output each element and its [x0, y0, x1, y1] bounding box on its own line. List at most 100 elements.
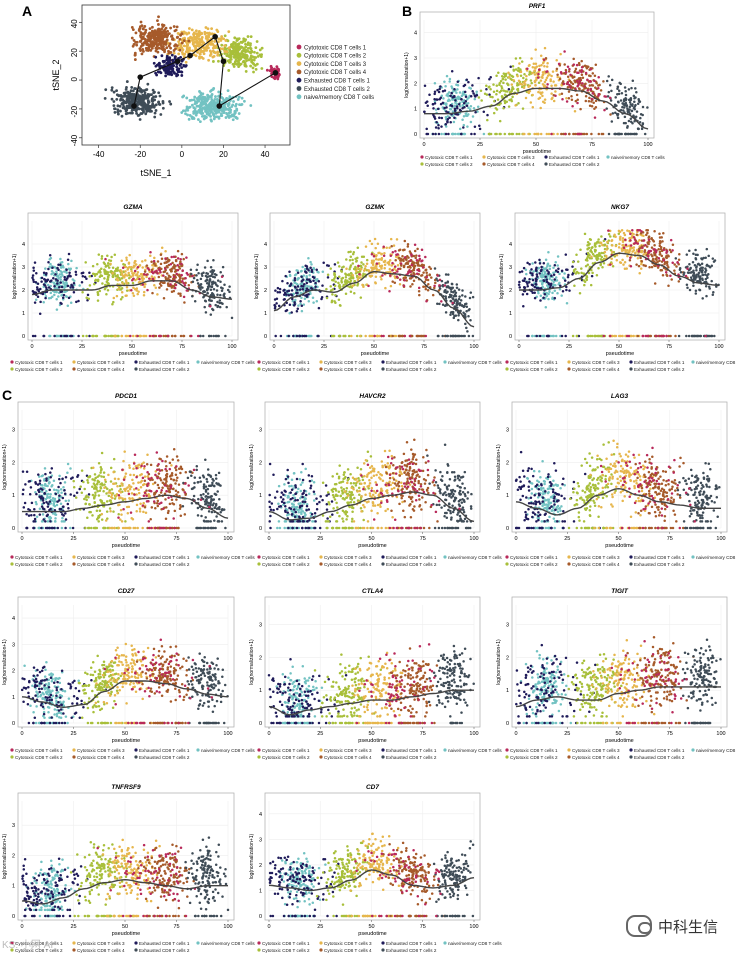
tsne-point [156, 63, 160, 66]
cell-point [575, 93, 579, 97]
tsne-point [112, 100, 116, 103]
cell-point [344, 275, 348, 279]
cell-point [556, 75, 559, 79]
cell-point [537, 72, 540, 76]
legend-swatch [606, 155, 610, 159]
cell-point [546, 83, 549, 86]
cell-point [394, 259, 397, 262]
legend-swatch [544, 155, 548, 159]
cell-point [67, 296, 71, 300]
cell-point [461, 289, 464, 292]
tsne-xlabel: tSNE_1 [140, 168, 171, 178]
cell-point [212, 334, 215, 338]
cell-point [364, 265, 367, 268]
cell-point [344, 273, 348, 277]
cell-point [314, 285, 317, 288]
tsne-point [167, 44, 171, 48]
trajectory-node [212, 33, 218, 40]
cell-point [315, 300, 319, 303]
cell-point [616, 116, 620, 120]
cell-point [403, 256, 407, 259]
legend-label: Exhausted CD8 T cells 1 [386, 360, 437, 365]
cell-point [425, 127, 428, 131]
legend-label: Exhausted CD8 T cells 1 [549, 155, 600, 160]
cell-point [399, 262, 403, 265]
cell-point [104, 334, 107, 338]
cell-point [358, 334, 362, 338]
cell-point [465, 104, 469, 108]
cell-point [223, 283, 226, 286]
cell-point [290, 289, 294, 292]
tsne-point [198, 52, 202, 56]
cell-point [514, 104, 517, 107]
cell-point [91, 264, 95, 268]
cell-point [58, 286, 61, 289]
cell-point [611, 265, 615, 268]
cell-point [429, 267, 433, 270]
cell-point [617, 89, 621, 93]
cell-point [362, 263, 365, 266]
cell-point [511, 85, 514, 89]
tsne-point [252, 55, 255, 59]
cell-point [216, 300, 219, 304]
tsne-point [272, 76, 276, 80]
cell-point [527, 64, 531, 68]
tsne-point [152, 61, 156, 65]
cell-point [433, 267, 437, 270]
cell-point [351, 262, 355, 265]
tsne-point [141, 27, 145, 30]
cell-point [630, 109, 634, 113]
cell-point [511, 95, 514, 99]
cell-point [117, 287, 120, 291]
cell-point [516, 69, 520, 72]
tsne-point [203, 106, 206, 110]
cell-point [431, 132, 435, 136]
cell-point [423, 84, 427, 88]
cell-point [81, 275, 85, 278]
tsne-point [208, 54, 212, 57]
tsne-point [147, 38, 151, 42]
tsne-point [163, 48, 167, 52]
cell-point [414, 256, 417, 260]
tsne-point [173, 71, 176, 75]
cell-point [107, 259, 111, 262]
tsne-point [193, 95, 197, 99]
cell-point [440, 300, 443, 303]
tsne-point [240, 50, 244, 53]
cell-point [337, 275, 341, 278]
cell-point [518, 286, 521, 289]
cell-point [32, 266, 35, 270]
cell-point [627, 119, 631, 123]
cell-point [489, 87, 492, 91]
xtick-label: 50 [129, 344, 135, 350]
cell-point [566, 81, 570, 84]
cell-point [337, 281, 340, 285]
cell-point [523, 132, 526, 136]
cell-point [482, 132, 486, 136]
cell-point [594, 99, 598, 103]
cell-point [452, 334, 456, 338]
tsne-point [243, 49, 246, 52]
tsne-point [160, 47, 164, 50]
cell-point [587, 334, 590, 338]
cell-point [66, 304, 70, 307]
cell-point [372, 254, 376, 258]
cell-point [423, 110, 426, 113]
cell-point [445, 285, 449, 288]
cell-point [128, 253, 131, 257]
cell-point [296, 307, 300, 310]
cell-point [449, 103, 452, 107]
cell-point [626, 107, 629, 110]
cell-point [101, 282, 104, 285]
tsne-point [182, 39, 186, 43]
cell-point [597, 238, 600, 241]
cell-point [125, 256, 128, 260]
cell-point [571, 260, 575, 264]
cell-point [304, 264, 307, 268]
cell-point [546, 264, 549, 268]
tsne-point [141, 35, 145, 39]
cell-point [66, 284, 70, 288]
cell-point [130, 269, 133, 273]
tsne-point [139, 20, 143, 24]
